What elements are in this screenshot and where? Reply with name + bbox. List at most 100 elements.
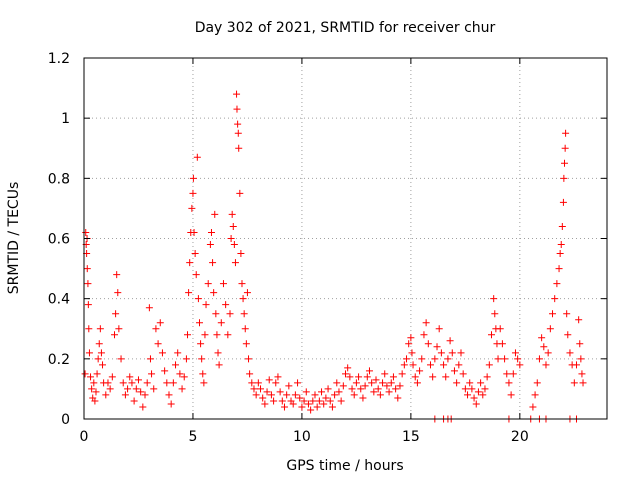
data-point xyxy=(202,301,210,309)
data-point xyxy=(413,379,421,387)
data-point xyxy=(245,355,253,363)
data-point xyxy=(145,304,153,312)
data-point xyxy=(457,349,465,357)
data-point xyxy=(204,280,212,288)
data-point xyxy=(143,379,151,387)
data-point xyxy=(276,388,284,396)
data-point xyxy=(250,385,258,393)
data-point xyxy=(270,397,278,405)
data-point xyxy=(394,394,402,402)
data-point xyxy=(228,210,236,218)
data-point xyxy=(361,382,369,390)
data-point xyxy=(368,379,376,387)
data-point xyxy=(440,361,448,369)
data-point xyxy=(115,325,123,333)
data-point xyxy=(331,391,339,399)
data-point xyxy=(379,379,387,387)
data-point xyxy=(85,349,93,357)
data-point xyxy=(199,370,207,378)
data-point xyxy=(194,295,202,303)
data-point xyxy=(561,144,569,152)
chart-title: Day 302 of 2021, SRMTID for receiver chu… xyxy=(195,20,496,36)
data-point xyxy=(408,349,416,357)
data-point xyxy=(201,331,209,339)
data-point xyxy=(411,373,419,381)
data-point xyxy=(176,370,184,378)
data-point xyxy=(91,397,99,405)
data-point xyxy=(335,388,343,396)
data-point xyxy=(217,319,225,327)
data-point xyxy=(289,400,297,408)
data-point xyxy=(189,174,197,182)
data-point xyxy=(511,349,519,357)
data-point xyxy=(243,289,251,297)
data-point xyxy=(468,385,476,393)
data-point xyxy=(234,129,242,137)
data-point xyxy=(433,343,441,351)
data-point xyxy=(494,355,502,363)
data-point xyxy=(113,271,121,279)
data-point xyxy=(148,370,156,378)
data-point xyxy=(246,370,254,378)
data-point xyxy=(477,379,485,387)
data-point xyxy=(235,144,243,152)
data-point xyxy=(189,189,197,197)
data-point xyxy=(272,379,280,387)
data-point xyxy=(446,337,454,345)
data-point xyxy=(418,355,426,363)
data-point xyxy=(577,355,585,363)
data-point xyxy=(505,379,513,387)
data-point xyxy=(84,301,92,309)
data-point xyxy=(507,391,515,399)
data-point xyxy=(350,391,358,399)
data-point xyxy=(459,370,467,378)
data-point xyxy=(337,397,345,405)
data-point xyxy=(474,388,482,396)
data-point xyxy=(453,379,461,387)
data-point xyxy=(231,259,239,267)
data-point xyxy=(444,355,452,363)
data-point xyxy=(137,388,145,396)
data-point xyxy=(206,241,214,249)
data-point xyxy=(531,391,539,399)
data-point xyxy=(365,367,373,375)
data-point xyxy=(104,379,112,387)
data-point xyxy=(359,394,367,402)
data-point xyxy=(219,280,227,288)
data-point xyxy=(191,250,199,258)
data-point xyxy=(431,355,439,363)
data-point xyxy=(224,331,232,339)
data-point xyxy=(538,334,546,342)
data-point xyxy=(102,391,110,399)
data-point xyxy=(555,265,563,273)
data-point xyxy=(192,271,200,279)
data-point xyxy=(96,325,104,333)
data-points xyxy=(81,90,587,423)
data-point xyxy=(254,379,262,387)
data-point xyxy=(488,331,496,339)
data-point xyxy=(396,382,404,390)
data-point xyxy=(416,367,424,375)
data-point xyxy=(207,228,215,236)
data-point xyxy=(124,385,132,393)
data-point xyxy=(405,340,413,348)
data-point xyxy=(186,259,194,267)
data-point xyxy=(516,361,524,369)
data-point xyxy=(267,391,275,399)
data-point xyxy=(387,379,395,387)
data-point xyxy=(229,222,237,230)
data-point xyxy=(403,355,411,363)
data-point xyxy=(238,280,246,288)
data-point xyxy=(158,349,166,357)
data-point xyxy=(424,340,432,348)
data-point xyxy=(326,397,334,405)
data-point xyxy=(227,235,235,242)
data-point xyxy=(450,367,458,375)
data-point xyxy=(579,379,587,387)
data-point xyxy=(82,228,90,236)
data-point xyxy=(213,331,221,339)
data-point xyxy=(298,403,306,411)
data-point xyxy=(240,310,248,318)
data-point xyxy=(126,373,134,381)
data-point xyxy=(93,370,101,378)
